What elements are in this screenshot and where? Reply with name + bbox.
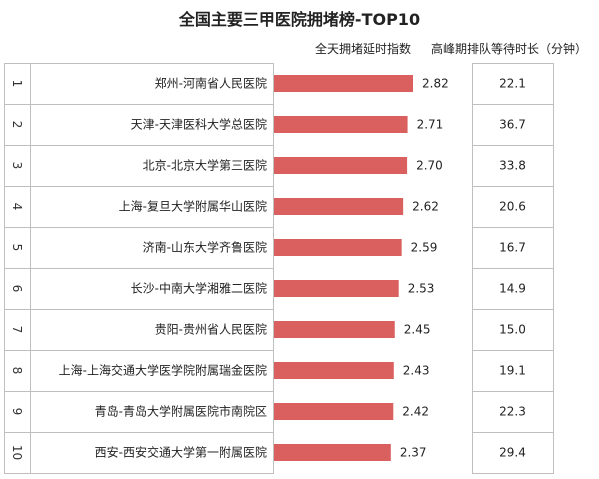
rank-label: 10 [10, 445, 24, 460]
wait-time-value: 33.8 [499, 159, 526, 173]
congestion-value-label: 2.37 [400, 446, 427, 460]
hospital-label: 青岛-青岛大学附属医院市南院区 [95, 404, 267, 419]
congestion-bar [274, 362, 394, 379]
congestion-value-label: 2.70 [416, 159, 443, 173]
congestion-value-label: 2.82 [422, 77, 449, 91]
hospital-label: 郑州-河南省人民医院 [155, 76, 267, 91]
table-frame [4, 63, 554, 474]
hospital-label: 上海-上海交通大学医学院附属瑞金医院 [59, 363, 267, 378]
rank-label: 2 [10, 121, 24, 129]
congestion-bar [274, 75, 413, 92]
rank-label: 7 [10, 326, 24, 334]
hospital-label: 长沙-中南大学湘雅二医院 [131, 281, 267, 296]
hospital-label: 上海-复旦大学附属华山医院 [119, 199, 267, 214]
hospital-label: 西安-西安交通大学第一附属医院 [95, 445, 267, 460]
rank-label: 1 [10, 80, 24, 88]
metric-column-header: 全天拥堵延时指数 [315, 42, 412, 56]
rank-label: 9 [10, 408, 24, 416]
hospital-label: 贵阳-贵州省人民医院 [155, 323, 267, 337]
hospital-label: 北京-北京大学第三医院 [143, 158, 267, 173]
congestion-bar [274, 280, 399, 297]
chart-rows: 1 郑州-河南省人民医院 2.82 22.1 2 天津-天津医科大学总医院 2.71 36.7… [10, 75, 526, 461]
rank-label: 3 [10, 162, 24, 170]
congestion-bar [274, 157, 408, 174]
wait-time-value: 22.3 [499, 405, 526, 419]
congestion-bar [274, 444, 391, 461]
congestion-bar [274, 198, 404, 215]
wait-time-value: 22.1 [499, 77, 526, 91]
congestion-value-label: 2.59 [411, 241, 438, 255]
wait-time-value: 20.6 [499, 200, 526, 214]
congestion-bar [274, 321, 395, 338]
congestion-bar [274, 239, 402, 256]
congestion-value-label: 2.71 [417, 118, 444, 132]
congestion-value-label: 2.53 [408, 282, 435, 296]
congestion-value-label: 2.45 [404, 323, 431, 337]
chart-title: 全国主要三甲医院拥堵榜-TOP10 [178, 10, 421, 29]
congestion-value-label: 2.62 [412, 200, 439, 214]
wait-column-header: 高峰期排队等待时长（分钟） [431, 42, 588, 56]
rank-label: 6 [10, 285, 24, 293]
congestion-bar [274, 403, 394, 420]
rank-label: 4 [10, 203, 24, 211]
congestion-value-label: 2.42 [402, 405, 429, 419]
wait-time-value: 14.9 [499, 282, 526, 296]
hospital-label: 济南-山东大学齐鲁医院 [143, 240, 267, 255]
wait-time-value: 29.4 [499, 446, 526, 460]
wait-time-value: 15.0 [499, 323, 526, 337]
wait-time-value: 19.1 [499, 364, 526, 378]
wait-time-value: 36.7 [499, 118, 526, 132]
wait-time-value: 16.7 [499, 241, 526, 255]
rank-label: 8 [10, 367, 24, 375]
hospital-label: 天津-天津医科大学总医院 [131, 117, 267, 132]
congestion-value-label: 2.43 [403, 364, 430, 378]
rank-label: 5 [10, 244, 24, 252]
congestion-bar [274, 116, 408, 133]
